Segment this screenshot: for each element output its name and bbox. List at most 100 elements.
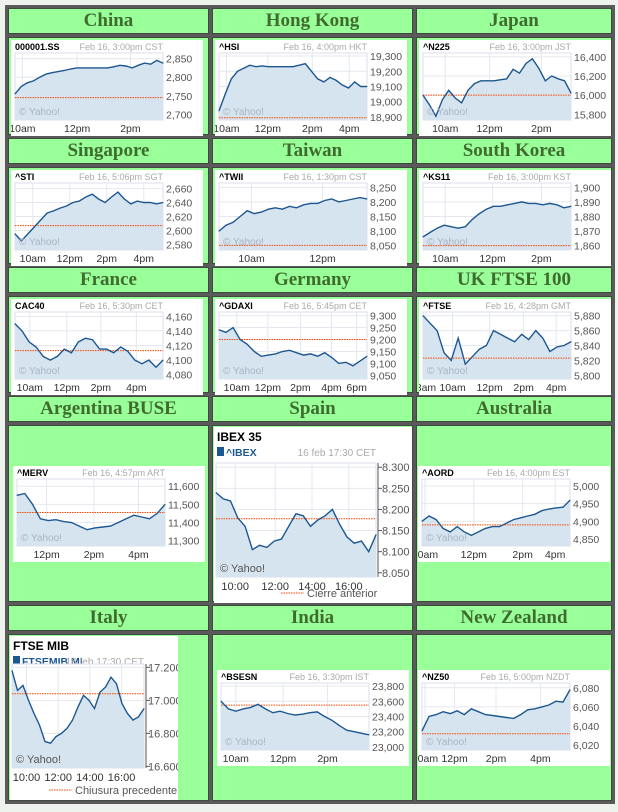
- y-tick-label: 11,400: [168, 517, 199, 529]
- data-point: [456, 525, 458, 527]
- chart-date: Feb 16, 5:45pm CET: [283, 301, 367, 311]
- data-point: [267, 354, 269, 356]
- chart-svg: ^AORD Feb 16, 4:00pm EST 4,850 4,900 4,950 5,…: [418, 468, 599, 561]
- chart-argentina[interactable]: ^MERV Feb 16, 4:57pm ART 11,300 11,400 11,50…: [12, 465, 205, 562]
- chart-taiwan[interactable]: ^TWII Feb 16, 1:30pm CST 8,050 8,100 8,150 8,…: [215, 170, 407, 266]
- chart-svg: ^NZ50 Feb 16, 5:00pm NZDT 6,020 6,040 6,060 6…: [418, 672, 599, 765]
- y-tick-label: 19,200: [370, 66, 402, 78]
- data-point: [222, 498, 224, 500]
- data-point: [549, 202, 551, 204]
- data-point: [66, 727, 68, 729]
- data-point: [137, 64, 139, 66]
- yahoo-watermark: © Yahoo!: [21, 533, 62, 544]
- y-tick-label: 23,000: [372, 741, 404, 753]
- data-point: [339, 523, 341, 525]
- chart-date: 16 feb 17:30 CET: [298, 448, 376, 459]
- chart-cell: ^STI Feb 16, 5:06pm SGT 2,580 2,600 2,620 2,6…: [8, 167, 209, 266]
- chart-svg: ^MERV Feb 16, 4:57pm ART 11,300 11,400 11,50…: [16, 468, 199, 561]
- chart-hong-kong[interactable]: ^HSI Feb 16, 4:00pm HKT 18,900 19,000 19,100…: [215, 40, 407, 136]
- chart-svg: ^FTSE Feb 16, 4:28pm GMT 5,800 5,820 5,840 5,…: [419, 301, 600, 394]
- data-point: [260, 211, 262, 213]
- y-tick-label: 4,900: [573, 516, 599, 528]
- y-tick-label: 2,620: [166, 212, 192, 224]
- chart-china[interactable]: 000001.SS Feb 16, 3:00pm CST 2,700 2,750 2,8…: [11, 40, 203, 136]
- yahoo-watermark: © Yahoo!: [427, 107, 468, 118]
- y-tick-label: 8.150: [382, 526, 410, 538]
- chart-uk[interactable]: ^FTSE Feb 16, 4:28pm GMT 5,800 5,820 5,840 5,…: [419, 299, 611, 395]
- chart-germany[interactable]: ^GDAXI Feb 16, 5:45pm CET 9,050 9,100 9,150 9…: [215, 299, 407, 395]
- data-point: [428, 104, 430, 106]
- chart-spain[interactable]: IBEX 35 ^IBEX 16 feb 17:30 CET 8.050 8.100 8.…: [214, 427, 412, 603]
- data-point: [27, 233, 29, 235]
- x-tick-label: 10am: [222, 753, 249, 765]
- data-point: [46, 212, 48, 214]
- y-tick-label: 8,200: [370, 197, 396, 209]
- data-point: [435, 518, 437, 520]
- chart-symbol: ^NZ50: [422, 672, 449, 682]
- y-tick-label: 8,150: [370, 212, 396, 224]
- chart-france[interactable]: CAC40 Feb 16, 5:30pm CET 4,080 4,100 4,120 4,…: [11, 299, 203, 395]
- data-point: [448, 89, 450, 91]
- data-point: [28, 341, 30, 343]
- region-header: Italy: [8, 605, 209, 631]
- data-point: [39, 517, 41, 519]
- data-point: [220, 700, 221, 702]
- data-point: [296, 352, 297, 354]
- chart-new-zealand[interactable]: ^NZ50 Feb 16, 5:00pm NZDT 6,020 6,040 6,060 6…: [418, 669, 610, 766]
- chart-australia[interactable]: ^AORD Feb 16, 4:00pm EST 4,850 4,900 4,950 5,…: [418, 465, 610, 562]
- data-point: [563, 207, 565, 209]
- chart-singapore[interactable]: ^STI Feb 16, 5:06pm SGT 2,580 2,600 2,620 2,6…: [11, 170, 203, 266]
- chart-cell: IBEX 35 ^IBEX 16 feb 17:30 CET 8.050 8.100 8.…: [212, 425, 413, 603]
- chart-svg: ^HSI Feb 16, 4:00pm HKT 18,900 19,000 19,100…: [215, 42, 402, 135]
- data-point: [127, 350, 129, 352]
- y-tick-label: 16.800: [148, 728, 178, 740]
- series-area: [15, 323, 163, 379]
- data-point: [450, 226, 452, 228]
- yahoo-watermark: © Yahoo!: [19, 237, 60, 248]
- data-point: [345, 200, 347, 201]
- data-point: [298, 64, 300, 66]
- data-point: [50, 742, 51, 744]
- data-point: [348, 87, 349, 89]
- data-point: [150, 63, 152, 65]
- data-point: [106, 348, 108, 350]
- data-point: [296, 207, 297, 209]
- data-point: [484, 713, 486, 715]
- data-point: [14, 93, 16, 95]
- data-point: [520, 713, 522, 715]
- series-line: [422, 315, 572, 366]
- region-header: Singapore: [8, 138, 209, 164]
- y-tick-label: 9,100: [370, 358, 396, 370]
- data-point: [429, 232, 431, 233]
- x-tick-label: 12pm: [64, 123, 91, 135]
- data-point: [548, 508, 550, 509]
- data-point: [281, 208, 283, 210]
- data-point: [98, 198, 100, 200]
- x-tick-label: 2pm: [120, 123, 141, 135]
- region-header: France: [8, 267, 209, 293]
- data-point: [341, 84, 343, 86]
- chart-svg: 000001.SS Feb 16, 3:00pm CST 2,700 2,750 2,8…: [11, 42, 192, 135]
- chart-south-korea[interactable]: ^KS11 Feb 16, 3:00pm KST 1,860 1,870 1,880 1,…: [419, 170, 611, 266]
- data-point: [317, 519, 319, 521]
- chart-india[interactable]: ^BSESN Feb 16, 3:30pm IST 23,000 23,200 23,4…: [216, 669, 409, 766]
- y-tick-label: 5,880: [574, 311, 600, 323]
- data-point: [66, 205, 67, 207]
- chart-japan[interactable]: ^N225 Feb 16, 3:00pm JST 15,800 16,000 16,20…: [419, 40, 611, 136]
- y-tick-label: 4,100: [166, 355, 192, 367]
- data-point: [493, 80, 495, 82]
- data-point: [492, 714, 493, 716]
- data-point: [470, 707, 472, 709]
- data-point: [88, 67, 90, 69]
- chart-date: Feb 16, 3:30pm IST: [289, 672, 369, 682]
- data-point: [556, 204, 558, 206]
- x-tick-label: 6pm: [346, 382, 367, 394]
- data-point: [556, 346, 558, 348]
- data-point: [237, 517, 239, 519]
- data-point: [143, 202, 145, 203]
- data-point: [441, 99, 443, 101]
- data-point: [303, 204, 305, 206]
- yahoo-watermark: © Yahoo!: [19, 366, 60, 377]
- data-point: [267, 66, 269, 68]
